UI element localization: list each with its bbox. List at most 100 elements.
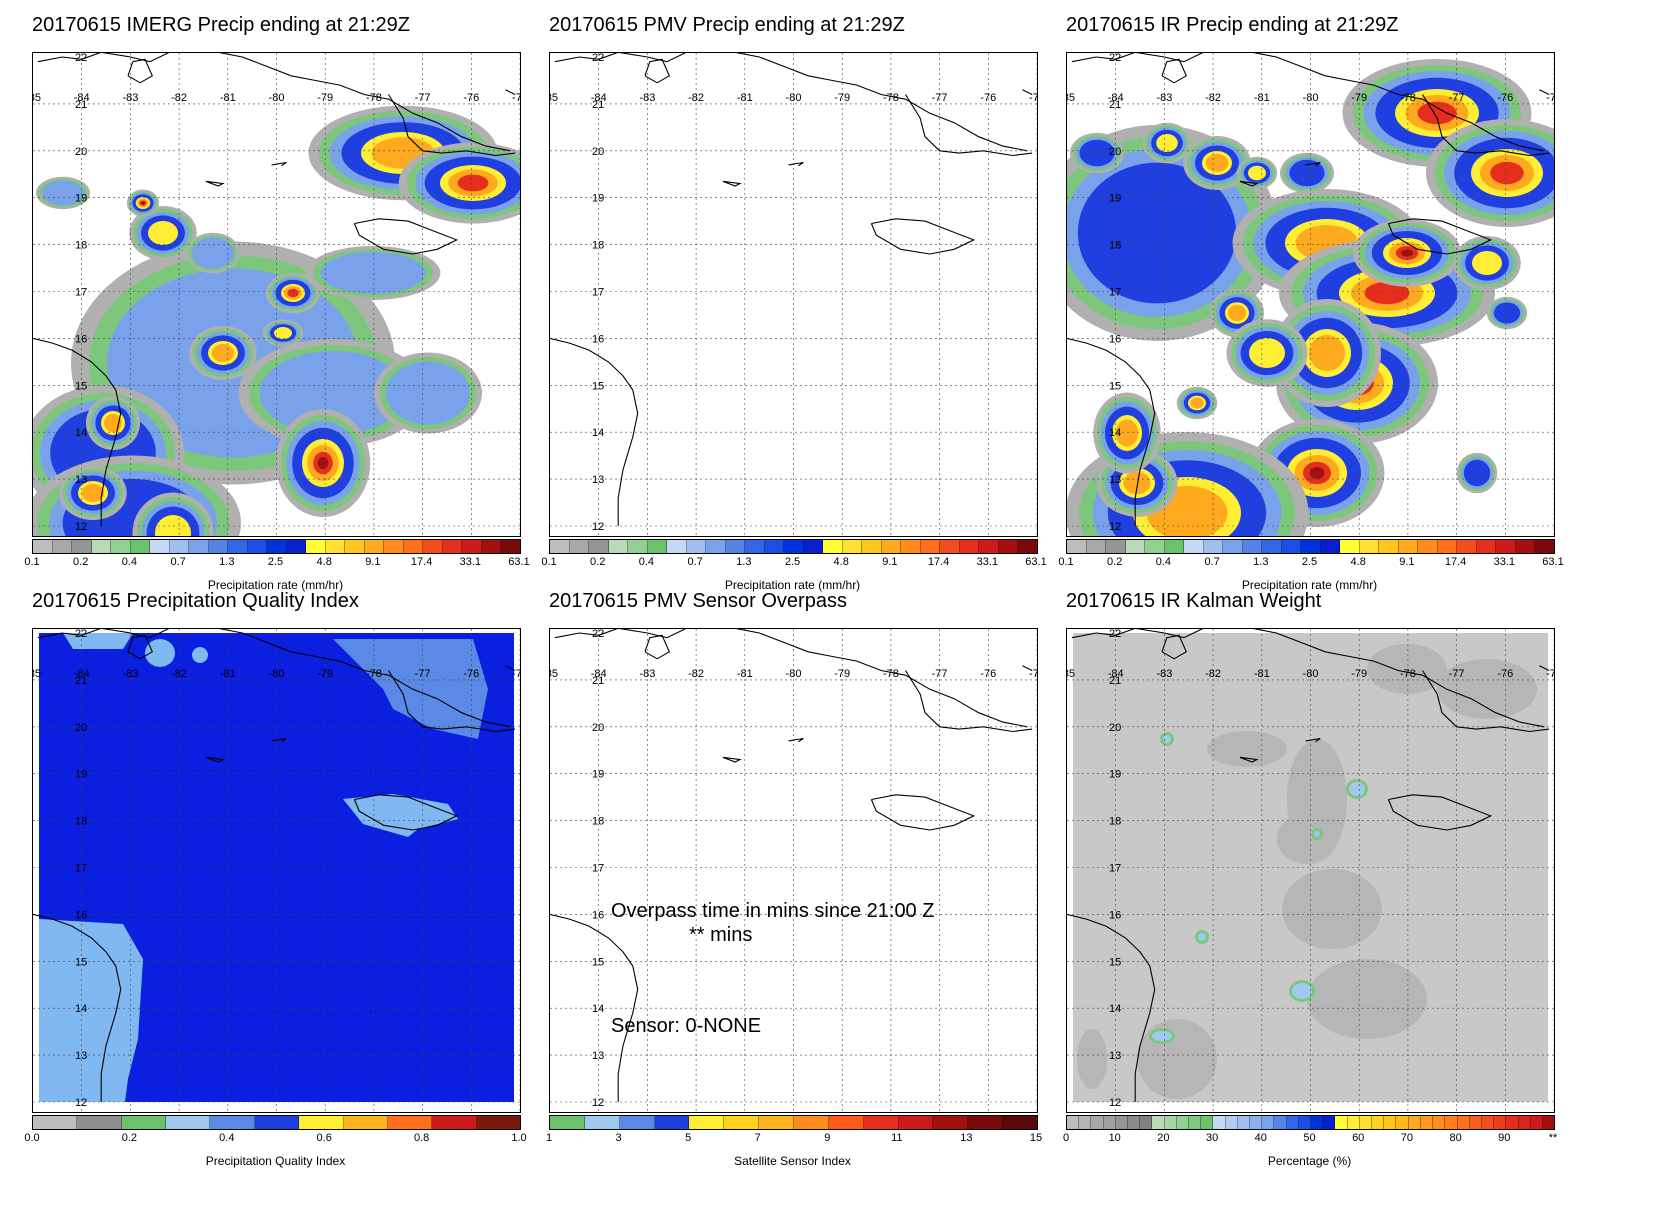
- precip-contour: [1190, 397, 1204, 409]
- longitude-label: -79: [834, 668, 850, 680]
- colorbar-tick-label: 0.2: [1107, 556, 1123, 568]
- colorbar-swatch: [1067, 540, 1087, 553]
- longitude-label: -76: [980, 92, 996, 104]
- colorbar-swatch: [166, 1116, 211, 1129]
- panel-title: 20170615 PMV Precip ending at 21:29Z: [549, 14, 905, 36]
- coastline: [1305, 161, 1321, 167]
- map-canvas: -85 -84 -83 -82 -81 -80 -79 -78 -77 -76 -75 22 21 20 1…: [1067, 53, 1554, 536]
- coastline: [37, 53, 511, 152]
- coastline: [505, 665, 516, 671]
- colorbar-swatch: [254, 1116, 300, 1129]
- kalman-contour: [1152, 1031, 1172, 1041]
- colorbar-tick-label: 0.7: [170, 556, 186, 568]
- colorbar-tick-label: 9.1: [365, 556, 381, 568]
- latitude-label: 16: [75, 333, 87, 345]
- latitude-label: 15: [592, 380, 604, 392]
- longitude-label: -78: [883, 92, 899, 104]
- latitude-label: 17: [75, 287, 87, 299]
- colorbar-tick-label: 4.8: [316, 556, 332, 568]
- longitude-label: -75: [1029, 92, 1037, 104]
- longitude-label: -81: [737, 668, 753, 680]
- colorbar-tick-label: 0.2: [590, 556, 606, 568]
- longitude-label: -81: [1254, 668, 1270, 680]
- longitude-label: -81: [220, 668, 236, 680]
- colorbar-swatch: [1476, 540, 1497, 553]
- precip-contour: [386, 361, 470, 425]
- colorbar-swatch: [267, 540, 287, 553]
- colorbar-tick-label: 0.7: [687, 556, 703, 568]
- longitude-label: -85: [1067, 92, 1075, 104]
- colorbar-tick-label: 20: [1157, 1132, 1170, 1144]
- colorbar-swatch: [1115, 1116, 1129, 1129]
- panel-title: 20170615 IR Kalman Weight: [1066, 590, 1322, 612]
- colorbar-tick-label: 50: [1303, 1132, 1316, 1144]
- colorbar-swatch: [1164, 540, 1185, 553]
- precip-contour: [287, 288, 299, 298]
- longitude-label: -84: [591, 92, 607, 104]
- latitude-label: 12: [75, 521, 87, 533]
- coastline: [1422, 94, 1550, 157]
- colorbar-swatch: [1106, 540, 1126, 553]
- latitude-label: 22: [75, 53, 87, 64]
- colorbar-swatch: [121, 1116, 167, 1129]
- latitude-label: 22: [592, 53, 604, 64]
- colorbar-tick-label: 9: [824, 1132, 831, 1144]
- precip-contour: [42, 180, 84, 206]
- colorbar-swatch: [1184, 540, 1204, 553]
- colorbar-swatch: [481, 540, 502, 553]
- precip-contour: [1463, 459, 1491, 487]
- colorbar-tick-label: 1.3: [736, 556, 752, 568]
- map-canvas: -85 -84 -83 -82 -81 -80 -79 -78 -77 -76 -75 22 21 20 1…: [33, 53, 520, 536]
- map-kalman-weight: -85 -84 -83 -82 -81 -80 -79 -78 -77 -76 -75 22 21 20 1…: [1066, 628, 1555, 1113]
- longitude-label: -80: [1303, 92, 1319, 104]
- colorbar-swatch: [1420, 1116, 1434, 1129]
- colorbar-swatch: [1311, 1116, 1324, 1129]
- coastline: [1071, 629, 1545, 728]
- precip-contour: [317, 457, 329, 469]
- colorbar-tick-label: 0.0: [24, 1132, 40, 1144]
- longitude-label: -82: [688, 668, 704, 680]
- coastline: [1161, 634, 1188, 660]
- quality-region: [192, 647, 208, 663]
- latitude-label: 15: [75, 380, 87, 392]
- colorbar-tick-label: 0.4: [638, 556, 655, 568]
- colorbar-swatch: [589, 540, 609, 553]
- latitude-label: 16: [75, 909, 87, 921]
- colorbar-swatch: [828, 1116, 864, 1129]
- colorbar-label: Precipitation rate (mm/hr): [1241, 578, 1378, 592]
- colorbar-swatch: [387, 1116, 433, 1129]
- kalman-contour: [1137, 1019, 1217, 1099]
- colorbar-swatch: [1225, 1116, 1238, 1129]
- precip-contour: [1249, 338, 1285, 368]
- precip-contour: [81, 484, 105, 502]
- colorbar-swatch: [745, 540, 765, 553]
- colorbar-swatch: [1535, 540, 1554, 553]
- longitude-label: -82: [688, 92, 704, 104]
- longitude-label: -83: [639, 668, 655, 680]
- colorbar-tick-label: 1.3: [1253, 556, 1269, 568]
- latitude-label: 22: [75, 629, 87, 640]
- kalman-contour: [1207, 731, 1287, 767]
- colorbar-tick-label: 3: [615, 1132, 622, 1144]
- latitude-label: 21: [75, 99, 87, 111]
- colorbar-swatch: [1086, 540, 1107, 553]
- colorbar-tick-label: 0.4: [1155, 556, 1172, 568]
- colorbar-tick-label: 33.1: [1493, 556, 1516, 568]
- map-sensor-overpass: -85 -84 -83 -82 -81 -80 -79 -78 -77 -76 -75 22 21 20 1…: [549, 628, 1038, 1113]
- latitude-label: 21: [1109, 675, 1121, 687]
- colorbar-swatch: [1125, 540, 1146, 553]
- colorbar-swatch: [667, 540, 687, 553]
- colorbar-tick-label: 0.1: [24, 556, 40, 568]
- latitude-label: 15: [1109, 956, 1121, 968]
- latitude-label: 13: [75, 474, 87, 486]
- map-quality-index: -85 -84 -83 -82 -81 -80 -79 -78 -77 -76 -75 22 21 20 1…: [32, 628, 521, 1113]
- latitude-label: 21: [75, 675, 87, 687]
- precip-contour: [192, 237, 234, 269]
- colorbar-tick-label: 17.4: [410, 556, 433, 568]
- colorbar-swatch: [442, 540, 463, 553]
- map-imerg: -85 -84 -83 -82 -81 -80 -79 -78 -77 -76 -75 22 21 20 1…: [32, 52, 521, 537]
- colorbar-swatch: [432, 1116, 477, 1129]
- colorbar-tick-label: 4.8: [833, 556, 849, 568]
- longitude-label: -83: [639, 92, 655, 104]
- colorbar-swatch: [1286, 1116, 1299, 1129]
